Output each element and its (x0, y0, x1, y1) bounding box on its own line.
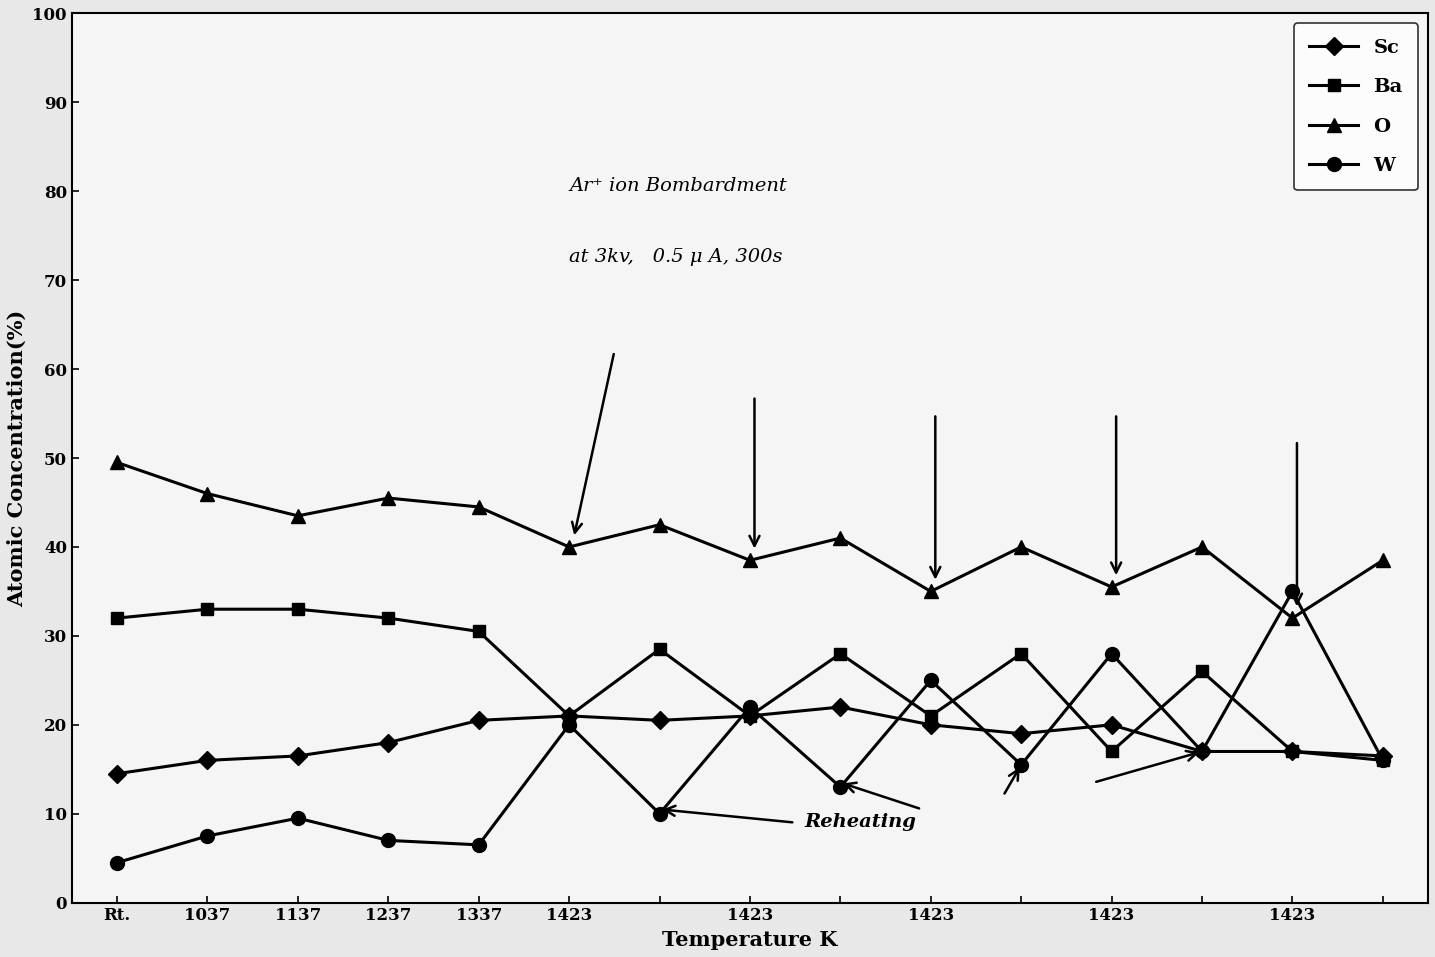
O (742, 554, 759, 566)
Ba (561, 710, 578, 722)
Line: Sc: Sc (110, 701, 1389, 780)
Ba (1104, 746, 1121, 757)
Sc (1104, 719, 1121, 730)
W (109, 857, 126, 868)
Ba (1284, 746, 1302, 757)
Text: at 3kv,   0.5 μ A, 300s: at 3kv, 0.5 μ A, 300s (570, 249, 782, 266)
W (380, 835, 397, 846)
W (290, 812, 307, 824)
Ba (1194, 666, 1211, 678)
Ba (471, 626, 488, 637)
O (923, 586, 940, 597)
Ba (109, 612, 126, 624)
W (471, 839, 488, 851)
O (290, 510, 307, 522)
Ba (290, 604, 307, 615)
O (199, 488, 217, 500)
W (1194, 746, 1211, 757)
Text: Ar⁺ ion Bombardment: Ar⁺ ion Bombardment (570, 177, 786, 195)
X-axis label: Temperature K: Temperature K (663, 930, 838, 950)
Ba (832, 648, 850, 659)
O (561, 542, 578, 553)
Text: Reheating: Reheating (804, 813, 916, 831)
Ba (1013, 648, 1030, 659)
Ba (742, 710, 759, 722)
Ba (651, 643, 669, 655)
O (1284, 612, 1302, 624)
Sc (651, 715, 669, 726)
Ba (199, 604, 217, 615)
Line: W: W (110, 585, 1389, 870)
W (1284, 586, 1302, 597)
Y-axis label: Atomic Concentration(%): Atomic Concentration(%) (7, 309, 27, 607)
O (1375, 554, 1392, 566)
W (923, 675, 940, 686)
Ba (380, 612, 397, 624)
O (1013, 542, 1030, 553)
Line: O: O (110, 456, 1389, 625)
Sc (1375, 750, 1392, 762)
Sc (742, 710, 759, 722)
Sc (1013, 728, 1030, 740)
Sc (290, 750, 307, 762)
Line: Ba: Ba (110, 603, 1389, 767)
Sc (1194, 746, 1211, 757)
Legend: Sc, Ba, O, W: Sc, Ba, O, W (1294, 23, 1418, 190)
Ba (1375, 755, 1392, 767)
Sc (923, 719, 940, 730)
Sc (109, 768, 126, 779)
Sc (199, 755, 217, 767)
W (561, 719, 578, 730)
O (380, 492, 397, 503)
O (1104, 581, 1121, 592)
O (832, 532, 850, 544)
W (651, 808, 669, 819)
Sc (380, 737, 397, 748)
W (1013, 759, 1030, 770)
Sc (1284, 746, 1302, 757)
O (651, 519, 669, 530)
Sc (471, 715, 488, 726)
W (742, 701, 759, 713)
W (832, 781, 850, 792)
W (1104, 648, 1121, 659)
W (1375, 755, 1392, 767)
O (109, 456, 126, 468)
O (1194, 542, 1211, 553)
O (471, 501, 488, 513)
Sc (832, 701, 850, 713)
Sc (561, 710, 578, 722)
W (199, 831, 217, 842)
Ba (923, 710, 940, 722)
